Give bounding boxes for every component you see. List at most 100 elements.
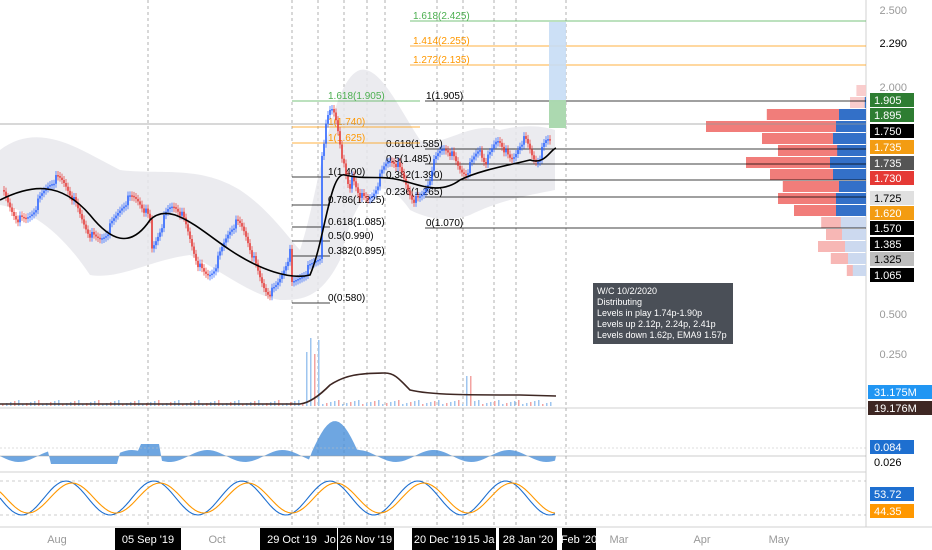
- fib-label: 0.382(1.390): [386, 170, 443, 181]
- volume-bar: [310, 338, 312, 406]
- candle-body: [17, 219, 19, 223]
- profile-buy-bar: [852, 265, 866, 276]
- candle-body: [403, 172, 405, 179]
- volume-bar: [198, 400, 200, 406]
- candle-body: [189, 231, 191, 239]
- volume-bar: [350, 402, 352, 406]
- candle-body: [515, 154, 517, 158]
- volume-bar: [402, 404, 404, 406]
- candle-body: [453, 151, 455, 157]
- profile-buy-bar: [848, 253, 866, 264]
- stoch-badge: [870, 487, 914, 501]
- candle-body: [43, 190, 45, 194]
- volume-bar: [258, 400, 260, 406]
- candle-body: [253, 256, 255, 258]
- candle-body: [397, 162, 399, 168]
- candle-body: [191, 238, 193, 247]
- candle-body: [187, 224, 189, 232]
- candle-body: [113, 218, 115, 221]
- candle-body: [519, 146, 521, 151]
- profile-buy-bar: [864, 97, 866, 108]
- candle-body: [33, 212, 35, 215]
- candle-body: [233, 228, 235, 230]
- candle-body: [415, 195, 417, 203]
- candle-body: [269, 294, 271, 297]
- volume-bar: [526, 403, 528, 406]
- candle-body: [349, 183, 351, 189]
- candle-body: [389, 161, 391, 163]
- time-tick-label: May: [769, 534, 790, 546]
- candle-body: [163, 215, 165, 229]
- price-badge-label: 1.735: [874, 158, 902, 170]
- candle-body: [311, 263, 313, 265]
- volume-bar: [22, 404, 24, 406]
- time-badge: [562, 528, 596, 550]
- candle-body: [455, 156, 457, 162]
- volume-bar: [494, 401, 496, 406]
- candle-body: [125, 205, 127, 207]
- time-badge-label: Jo: [324, 534, 336, 546]
- time-badge: [115, 528, 181, 550]
- candle-body: [461, 169, 463, 173]
- volume-bar: [118, 400, 120, 406]
- candle-body: [155, 241, 157, 246]
- candle-body: [479, 150, 481, 152]
- stoch-d-line: [0, 482, 556, 514]
- time-tick-label: Oct: [208, 534, 225, 546]
- price-badge: [870, 237, 914, 251]
- volume-bar: [62, 404, 64, 406]
- note-line: Levels in play 1.74p-1.90p: [597, 308, 703, 318]
- candle-body: [353, 175, 355, 182]
- volume-bar: [478, 400, 480, 406]
- price-axis: 2.500 2.290 2.000 0.500 0.250 1.905 1.895 1.750…: [868, 5, 932, 518]
- volume-bar: [446, 403, 448, 406]
- volume-bar: [242, 404, 244, 406]
- volume-bar: [414, 401, 416, 406]
- candle-body: [27, 217, 29, 219]
- candle-body: [297, 279, 299, 281]
- price-badge: [870, 206, 914, 220]
- volume-bar: [278, 400, 280, 406]
- candle-body: [87, 229, 89, 234]
- volume-bar: [182, 404, 184, 406]
- fib-label: 0.5(0.990): [328, 231, 374, 242]
- candle-body: [385, 163, 387, 167]
- candle-body: [15, 216, 17, 220]
- volume-bar: [122, 404, 124, 406]
- candle-body: [339, 131, 341, 145]
- profile-sell-bar: [778, 193, 866, 204]
- candle-body: [255, 256, 257, 264]
- candle-body: [301, 277, 303, 279]
- volume-bar: [442, 404, 444, 406]
- profile-buy-bar: [845, 241, 866, 252]
- candle-body: [77, 202, 79, 209]
- price-badge-label: 1.905: [874, 95, 902, 107]
- volume-bar: [482, 404, 484, 406]
- candle-body: [369, 198, 371, 200]
- candle-body: [79, 208, 81, 214]
- candle-body: [35, 210, 37, 213]
- candle-body: [381, 169, 383, 174]
- volume-bar: [542, 404, 544, 406]
- candle-body: [107, 234, 109, 237]
- fib-label: 1(1.740): [328, 117, 365, 128]
- candle-body: [25, 217, 27, 220]
- candle-body: [271, 287, 273, 297]
- candle-body: [21, 215, 23, 217]
- candle-body: [373, 193, 375, 197]
- candle-body: [63, 180, 65, 184]
- volume-bar: [158, 400, 160, 406]
- time-badge-label: 26 Nov '19: [340, 534, 392, 546]
- candle-body: [463, 172, 465, 174]
- volume-bar: [538, 400, 540, 406]
- price-badge-label: 1.730: [874, 173, 902, 185]
- price-badge-label: 1.065: [874, 270, 902, 282]
- stoch-badge-label: 44.35: [874, 506, 902, 518]
- volume-bar: [314, 354, 316, 406]
- price-badge-label: 1.570: [874, 223, 902, 235]
- candle-body: [351, 175, 353, 189]
- volume-bar: [322, 404, 324, 406]
- candle-body: [157, 236, 159, 242]
